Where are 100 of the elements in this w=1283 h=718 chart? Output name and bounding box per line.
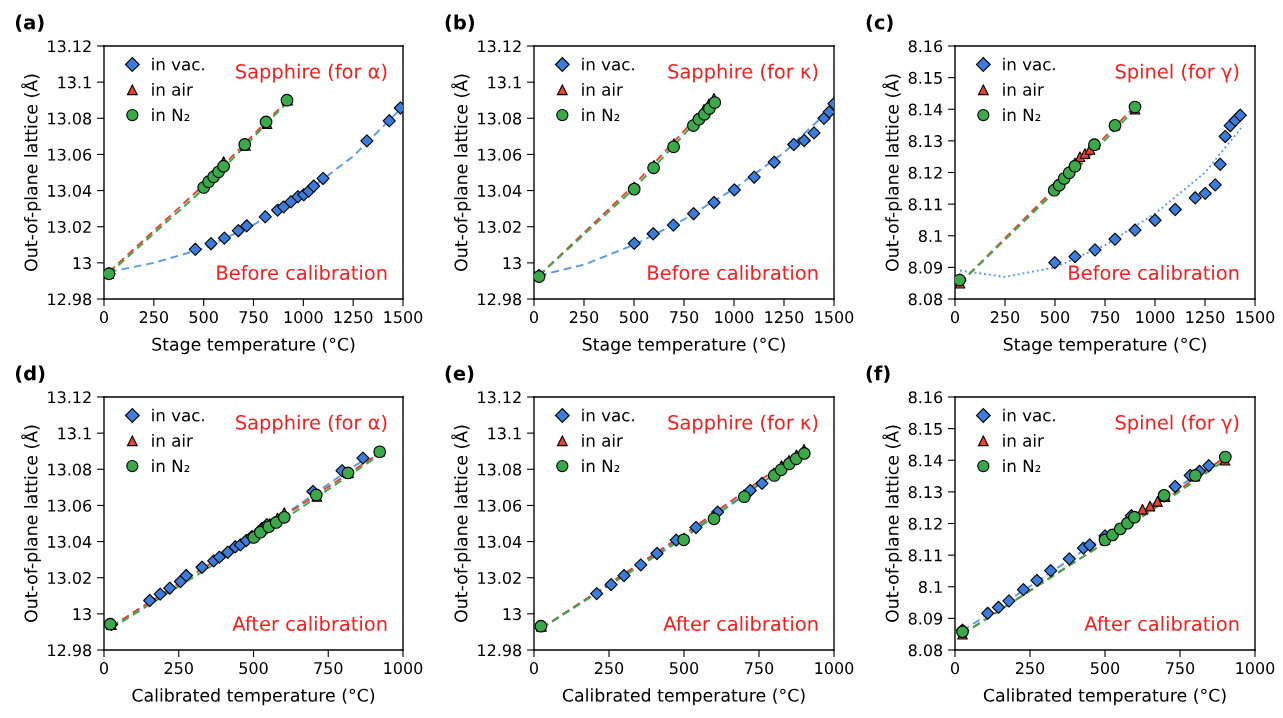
x-axis-title: Calibrated temperature (°C): [132, 688, 375, 706]
y-tick-label: 13.02: [48, 571, 91, 585]
annotation: Sapphire (for κ): [668, 63, 818, 83]
y-tick-label: 8.14: [908, 103, 943, 116]
y-tick-label: 13.02: [478, 571, 521, 585]
chart-title: (d): [15, 365, 45, 383]
y-tick-label: 8.09: [908, 612, 943, 625]
x-tick-label: 1000: [815, 662, 854, 675]
annotation: After calibration: [663, 616, 818, 632]
y-tick-label: 13.06: [48, 148, 92, 161]
y-axis-title: Out-of-plane lattice (Å): [451, 74, 471, 271]
y-tick-label: 12.98: [48, 293, 92, 306]
legend-label: in N₂: [1003, 108, 1041, 121]
y-tick-label: 13.04: [478, 184, 522, 197]
annotation: Sapphire (for α): [236, 414, 387, 434]
y-tick-label: 13.08: [48, 112, 92, 125]
legend-label: in air: [152, 433, 193, 447]
y-axis-title: Out-of-plane lattice (Å): [882, 425, 903, 622]
y-tick-label: 13.1: [58, 427, 91, 440]
y-axis-title: Out-of-plane lattice (Å): [21, 425, 41, 622]
x-tick-label: 750: [745, 662, 774, 675]
y-tick-label: 8.09: [908, 261, 943, 274]
y-tick-label: 13: [73, 608, 91, 621]
legend-label: in N₂: [152, 108, 190, 121]
legend-label: in N₂: [1003, 459, 1041, 472]
y-tick-label: 12.98: [478, 644, 522, 657]
y-tick-label: 13.02: [478, 220, 521, 234]
y-tick-label: 8.1: [918, 580, 942, 594]
y-tick-label: 8.1: [918, 229, 942, 243]
y-tick-label: 8.11: [908, 198, 942, 211]
y-tick-label: 8.16: [908, 40, 943, 53]
legend-label: in vac.: [582, 408, 634, 422]
y-tick-label: 8.08: [908, 644, 943, 657]
y-tick-label: 13.12: [48, 40, 91, 53]
x-tick-label: 750: [314, 662, 343, 675]
chart-title: (b): [445, 14, 475, 32]
x-tick-label: 1250: [334, 311, 373, 324]
y-tick-label: 8.16: [908, 391, 943, 404]
legend-label: in vac.: [152, 408, 204, 422]
x-axis-title: Stage temperature (°C): [582, 337, 785, 355]
x-tick-label: 1500: [815, 311, 854, 324]
legend-label: in air: [1003, 433, 1044, 447]
x-axis-title: Stage temperature (°C): [1003, 337, 1206, 355]
annotation: Spinel (for γ): [1115, 414, 1239, 434]
x-tick-label: 1500: [384, 311, 423, 324]
x-tick-label: 750: [1166, 662, 1195, 675]
y-tick-label: 8.14: [908, 454, 943, 467]
y-tick-label: 8.15: [908, 71, 942, 84]
x-tick-label: 500: [619, 311, 649, 324]
y-tick-label: 13.04: [48, 184, 92, 197]
y-tick-label: 13.06: [478, 499, 522, 512]
y-tick-label: 8.11: [908, 549, 942, 562]
y-tick-label: 8.13: [908, 135, 942, 148]
x-tick-label: 1250: [765, 311, 804, 324]
chart-title: (c): [866, 14, 893, 32]
x-axis-title: Stage temperature (°C): [152, 337, 355, 355]
annotation: Before calibration: [217, 265, 387, 281]
legend-label: in vac.: [582, 57, 634, 71]
x-tick-label: 1500: [1236, 311, 1275, 324]
x-tick-label: 250: [594, 662, 624, 675]
y-tick-label: 8.15: [908, 422, 942, 435]
annotation: Spinel (for γ): [1115, 63, 1239, 83]
legend-label: in N₂: [152, 459, 190, 472]
annotation: Sapphire (for κ): [668, 414, 818, 434]
x-tick-label: 0: [99, 662, 109, 675]
x-tick-label: 500: [669, 662, 699, 675]
x-tick-label: 750: [239, 311, 268, 324]
chart-title: (f): [866, 365, 890, 383]
y-axis-title: Out-of-plane lattice (Å): [451, 425, 471, 622]
x-tick-label: 1000: [715, 311, 754, 324]
annotation: After calibration: [232, 616, 387, 632]
x-tick-label: 250: [569, 311, 599, 324]
y-tick-label: 13.08: [478, 112, 522, 125]
legend-label: in vac.: [1003, 408, 1055, 422]
legend-label: in air: [152, 82, 193, 96]
x-tick-label: 1000: [1136, 311, 1175, 324]
x-tick-label: 0: [950, 311, 960, 324]
x-tick-label: 500: [239, 662, 268, 675]
x-tick-label: 1000: [1236, 662, 1275, 675]
x-axis-title: Calibrated temperature (°C): [983, 688, 1226, 706]
legend-label: in vac.: [1003, 57, 1055, 71]
legend-label: in air: [1003, 82, 1044, 96]
y-tick-label: 13.08: [48, 463, 92, 476]
y-tick-label: 13: [503, 608, 521, 621]
x-tick-label: 750: [1091, 311, 1120, 324]
y-tick-label: 13.04: [48, 535, 92, 548]
x-tick-label: 1000: [384, 662, 423, 675]
x-tick-label: 0: [529, 311, 539, 324]
legend-label: in vac.: [152, 57, 204, 71]
y-tick-label: 13.12: [478, 391, 521, 404]
legend-label: in N₂: [582, 459, 620, 472]
x-tick-label: 500: [189, 311, 218, 324]
x-tick-label: 250: [139, 311, 169, 324]
x-tick-label: 0: [950, 662, 960, 675]
y-tick-label: 12.98: [478, 293, 522, 306]
y-tick-label: 13.08: [478, 463, 522, 476]
x-tick-label: 1250: [1186, 311, 1225, 324]
y-tick-label: 8.13: [908, 486, 942, 499]
legend-label: in air: [582, 433, 623, 447]
y-tick-label: 13.1: [58, 76, 91, 89]
